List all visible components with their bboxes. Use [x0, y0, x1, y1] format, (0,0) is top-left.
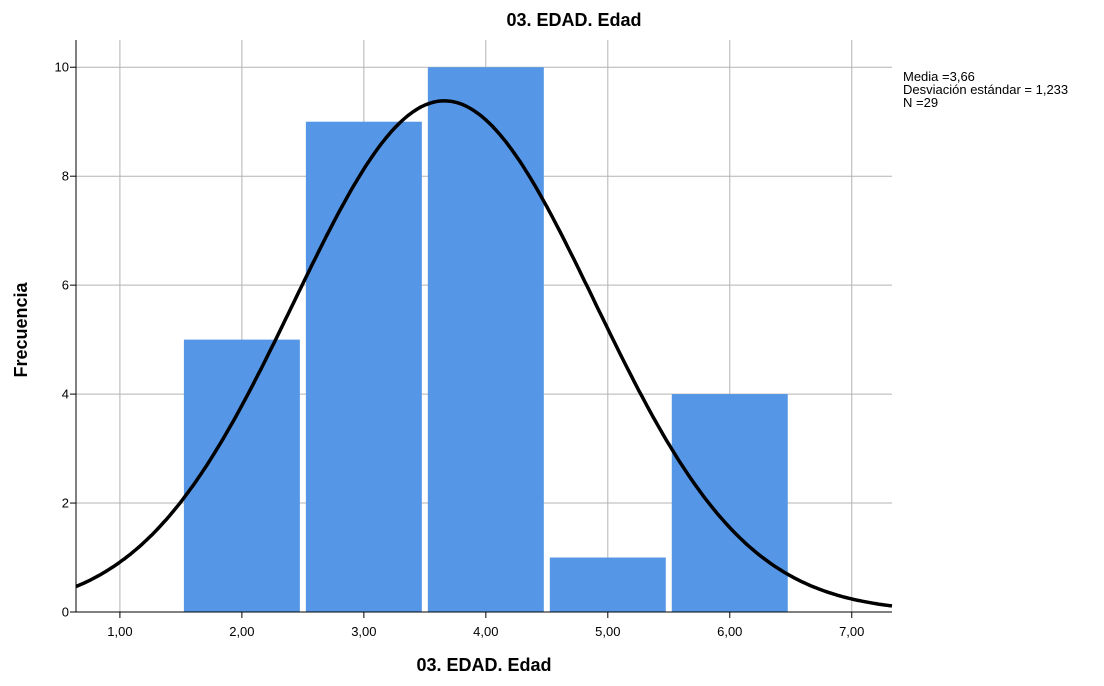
x-axis-title: 03. EDAD. Edad	[416, 655, 551, 675]
y-tick-label-5: 10	[55, 60, 69, 75]
x-tick-label-5: 6,00	[717, 624, 742, 639]
y-tick-label-3: 6	[62, 278, 69, 293]
histogram-bar-0	[183, 339, 300, 612]
stats-box: Media =3,66 Desviación estándar = 1,233 …	[903, 69, 1068, 110]
histogram-bar-1	[305, 121, 422, 612]
x-tick-label-3: 4,00	[473, 624, 498, 639]
y-tick-label-2: 4	[62, 387, 69, 402]
y-tick-label-1: 2	[62, 496, 69, 511]
x-tick-label-6: 7,00	[839, 624, 864, 639]
stats-n: N =29	[903, 95, 938, 110]
y-tick-labels: 0 2 4 6 8 10	[55, 60, 69, 620]
histogram-bar-4	[671, 394, 788, 612]
x-tick-label-1: 2,00	[229, 624, 254, 639]
y-tick-label-0: 0	[62, 605, 69, 620]
x-tick-label-4: 5,00	[595, 624, 620, 639]
normal-curve-layer	[75, 99, 893, 608]
x-tick-label-2: 3,00	[351, 624, 376, 639]
stats-mean: Media =3,66	[903, 69, 975, 84]
histogram-bar-2	[427, 67, 544, 612]
x-tick-labels: 1,00 2,00 3,00 4,00 5,00 6,00 7,00	[107, 624, 864, 639]
y-axis-title: Frecuencia	[11, 281, 31, 377]
axes	[70, 40, 892, 618]
stats-std: Desviación estándar = 1,233	[903, 82, 1068, 97]
y-tick-label-4: 8	[62, 169, 69, 184]
histogram-bar-3	[549, 557, 666, 612]
chart-title: 03. EDAD. Edad	[506, 10, 641, 30]
histogram-bars	[183, 67, 788, 612]
normal-curve	[75, 99, 893, 608]
x-tick-label-0: 1,00	[107, 624, 132, 639]
